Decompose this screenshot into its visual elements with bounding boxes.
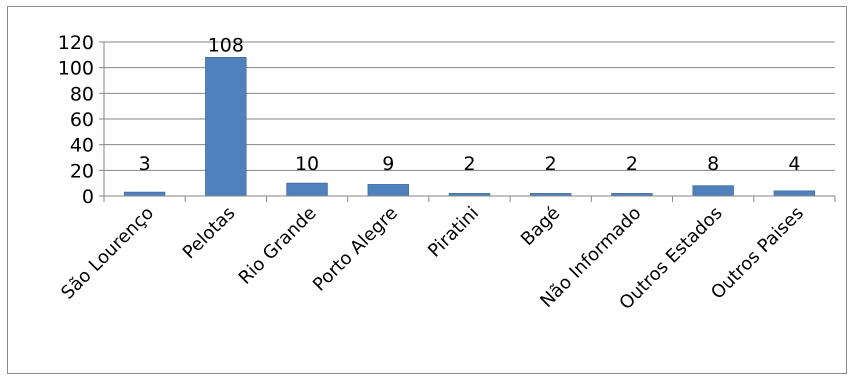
bar bbox=[123, 191, 166, 197]
data-label: 2 bbox=[626, 153, 638, 175]
x-tick-label: São Lourenço bbox=[57, 203, 158, 304]
data-label: 2 bbox=[463, 153, 475, 175]
y-tick-label: 120 bbox=[58, 32, 94, 54]
data-label: 2 bbox=[545, 153, 557, 175]
y-tick-label: 0 bbox=[82, 186, 94, 208]
data-label: 10 bbox=[295, 153, 319, 175]
x-tick-label: Bagé bbox=[517, 203, 564, 250]
x-tick-label: Piratini bbox=[424, 203, 483, 262]
bar bbox=[367, 184, 409, 197]
bar bbox=[773, 190, 816, 197]
y-tick-label: 100 bbox=[58, 58, 94, 80]
data-label: 9 bbox=[382, 153, 394, 175]
data-labels: 3 108 10 9 2 2 2 8 4 bbox=[139, 34, 801, 175]
x-tick-label: Pelotas bbox=[179, 203, 240, 264]
data-label: 108 bbox=[208, 34, 244, 56]
y-tick-label: 40 bbox=[70, 135, 94, 157]
x-tick-label: Rio Grande bbox=[235, 203, 321, 289]
x-tick-label: Porto Alegre bbox=[309, 203, 402, 296]
bars bbox=[123, 57, 816, 197]
y-tick-label: 60 bbox=[70, 109, 94, 131]
bar bbox=[692, 185, 734, 197]
data-label: 4 bbox=[788, 153, 800, 175]
bar bbox=[205, 57, 247, 197]
y-tick-label: 80 bbox=[70, 83, 94, 105]
y-tick-label: 20 bbox=[70, 160, 94, 182]
data-label: 3 bbox=[139, 153, 151, 175]
y-tick-labels: 0 20 40 60 80 100 120 bbox=[58, 32, 94, 208]
data-label: 8 bbox=[707, 153, 719, 175]
axes bbox=[103, 42, 835, 197]
bar bbox=[286, 182, 328, 197]
